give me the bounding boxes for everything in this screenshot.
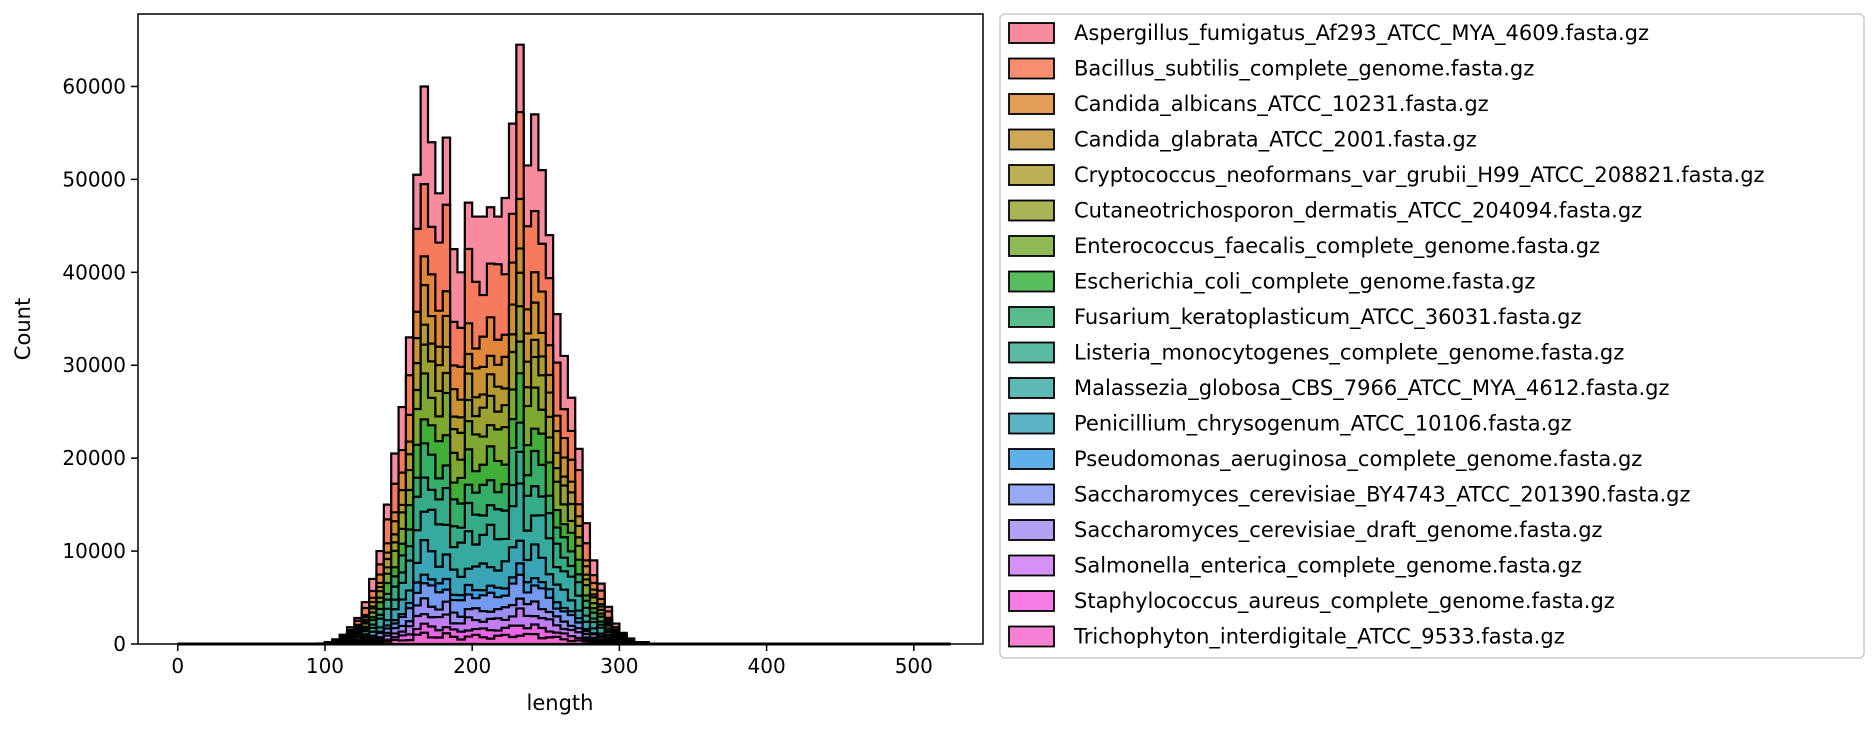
y-tick-label: 60000 [62, 74, 126, 98]
legend-item: Penicillium_chrysogenum_ATCC_10106.fasta… [1008, 412, 1572, 437]
legend-label: Candida_albicans_ATCC_10231.fasta.gz [1074, 92, 1489, 117]
legend-label: Malassezia_globosa_CBS_7966_ATCC_MYA_461… [1074, 376, 1670, 401]
plot-area [137, 13, 984, 646]
legend-label: Staphylococcus_aureus_complete_genome.fa… [1074, 589, 1615, 614]
legend-item: Candida_albicans_ATCC_10231.fasta.gz [1008, 92, 1489, 117]
y-axis-label: Count [11, 298, 35, 360]
legend-label: Penicillium_chrysogenum_ATCC_10106.fasta… [1074, 412, 1572, 437]
legend-item: Pseudomonas_aeruginosa_complete_genome.f… [1008, 447, 1642, 472]
legend-item: Escherichia_coli_complete_genome.fasta.g… [1008, 270, 1535, 295]
y-tick-label: 40000 [62, 260, 126, 284]
legend-label: Enterococcus_faecalis_complete_genome.fa… [1074, 234, 1600, 259]
legend-item: Saccharomyces_cerevisiae_draft_genome.fa… [1008, 518, 1603, 543]
legend-swatch [1008, 57, 1055, 80]
legend-swatch [1008, 554, 1055, 577]
legend-item: Trichophyton_interdigitale_ATCC_9533.fas… [1008, 625, 1565, 650]
legend-label: Saccharomyces_cerevisiae_BY4743_ATCC_201… [1074, 483, 1691, 508]
legend-swatch [1008, 341, 1055, 364]
legend-label: Candida_glabrata_ATCC_2001.fasta.gz [1074, 128, 1477, 153]
legend-swatch [1008, 448, 1055, 470]
x-tick-label: 200 [453, 654, 491, 678]
legend-swatch [1008, 199, 1055, 222]
legend-swatch [1008, 412, 1055, 435]
legend-swatch [1008, 164, 1055, 186]
x-axis-label: length [527, 691, 594, 715]
plot-frame [137, 13, 984, 645]
legend-frame [999, 13, 1865, 659]
y-tick-label: 20000 [62, 446, 126, 470]
legend-label: Saccharomyces_cerevisiae_draft_genome.fa… [1074, 518, 1603, 543]
legend-item: Saccharomyces_cerevisiae_BY4743_ATCC_201… [1008, 483, 1691, 508]
legend-swatch [1008, 590, 1055, 612]
legend-item: Cutaneotrichosporon_dermatis_ATCC_204094… [1008, 199, 1642, 224]
y-axis: 0 10000 20000 30000 40000 50000 60000 [62, 74, 138, 656]
legend-swatch [1008, 519, 1055, 541]
y-tick-label: 50000 [62, 167, 126, 191]
y-tick-label: 10000 [62, 539, 126, 563]
legend-label: Cutaneotrichosporon_dermatis_ATCC_204094… [1074, 199, 1642, 224]
legend-swatch [1008, 270, 1055, 293]
legend-swatch [1008, 22, 1055, 44]
x-tick-label: 100 [306, 654, 344, 678]
legend-label: Bacillus_subtilis_complete_genome.fasta.… [1074, 57, 1534, 82]
legend-label: Pseudomonas_aeruginosa_complete_genome.f… [1074, 447, 1642, 472]
x-tick-label: 400 [748, 654, 786, 678]
legend-item: Salmonella_enterica_complete_genome.fast… [1008, 554, 1582, 579]
x-axis: 0 100 200 300 400 500 [171, 644, 933, 678]
legend-swatch [1008, 128, 1055, 151]
legend-swatch [1008, 306, 1055, 328]
legend-swatch [1008, 483, 1055, 506]
legend-label: Escherichia_coli_complete_genome.fasta.g… [1074, 270, 1535, 295]
legend-label: Cryptococcus_neoformans_var_grubii_H99_A… [1074, 163, 1765, 188]
x-tick-label: 0 [171, 654, 184, 678]
legend: Aspergillus_fumigatus_Af293_ATCC_MYA_460… [999, 13, 1865, 659]
legend-item: Staphylococcus_aureus_complete_genome.fa… [1008, 589, 1615, 614]
histogram-bars [177, 43, 951, 646]
legend-label: Trichophyton_interdigitale_ATCC_9533.fas… [1073, 625, 1565, 650]
legend-item: Bacillus_subtilis_complete_genome.fasta.… [1008, 57, 1534, 82]
legend-item: Fusarium_keratoplasticum_ATCC_36031.fast… [1008, 305, 1582, 330]
legend-item: Listeria_monocytogenes_complete_genome.f… [1008, 341, 1624, 366]
y-tick-label: 30000 [62, 353, 126, 377]
legend-item: Aspergillus_fumigatus_Af293_ATCC_MYA_460… [1008, 21, 1649, 46]
legend-label: Salmonella_enterica_complete_genome.fast… [1074, 554, 1582, 579]
legend-item: Cryptococcus_neoformans_var_grubii_H99_A… [1008, 163, 1765, 188]
y-tick-label: 0 [113, 632, 126, 656]
x-tick-label: 300 [600, 654, 638, 678]
legend-label: Listeria_monocytogenes_complete_genome.f… [1074, 341, 1624, 366]
legend-swatch [1008, 377, 1055, 399]
legend-swatch [1008, 93, 1055, 115]
legend-swatch [1008, 625, 1055, 648]
legend-item: Candida_glabrata_ATCC_2001.fasta.gz [1008, 128, 1477, 153]
legend-label: Fusarium_keratoplasticum_ATCC_36031.fast… [1074, 305, 1582, 330]
legend-item: Malassezia_globosa_CBS_7966_ATCC_MYA_461… [1008, 376, 1670, 401]
legend-swatch [1008, 235, 1055, 257]
x-tick-label: 500 [895, 654, 933, 678]
legend-item: Enterococcus_faecalis_complete_genome.fa… [1008, 234, 1600, 259]
legend-label: Aspergillus_fumigatus_Af293_ATCC_MYA_460… [1074, 21, 1649, 46]
